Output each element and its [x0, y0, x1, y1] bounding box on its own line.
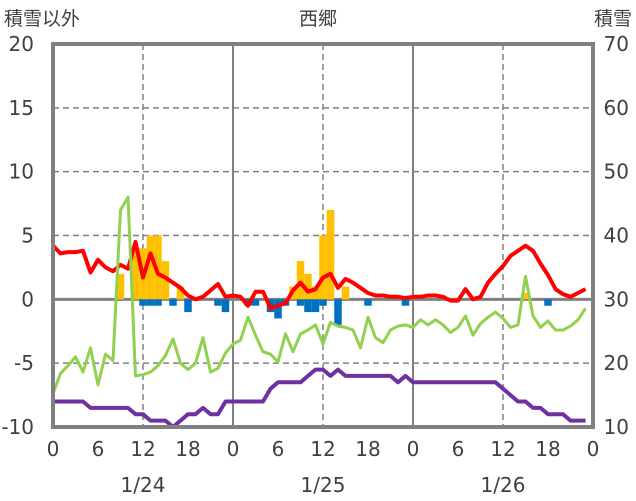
right-tick-label: 40	[604, 224, 629, 248]
blue-bar	[334, 299, 342, 325]
right-tick-label: 70	[604, 32, 629, 56]
purple-line	[53, 367, 586, 429]
left-axis-title: 積雪以外	[4, 8, 80, 30]
blue-bar	[139, 299, 147, 306]
right-tick-label: 50	[604, 160, 629, 184]
x-axis-ticks: 0 6 12 18 0 6 12 18 0 6 12 18 0	[47, 437, 600, 461]
orange-bar	[116, 273, 125, 300]
blue-bar	[319, 299, 327, 306]
date-labels: 1/24 1/25 1/26	[121, 473, 526, 497]
orange-bar	[154, 235, 162, 300]
blue-bar	[169, 299, 177, 306]
date-label: 1/25	[301, 473, 346, 497]
lines	[51, 195, 587, 429]
blue-bar	[401, 299, 410, 306]
left-tick-label: 10	[9, 160, 34, 184]
blue-bar	[221, 299, 230, 313]
blue-bar	[154, 299, 162, 306]
right-tick-label: 20	[604, 351, 629, 375]
x-tick-label: 18	[175, 437, 200, 461]
right-axis-ticks: 70 60 50 40 30 20 10	[604, 32, 629, 439]
left-tick-label: 5	[21, 224, 34, 248]
orange-bar	[319, 235, 327, 300]
bars	[116, 209, 552, 325]
orange-bar	[326, 209, 335, 300]
blue-bar	[251, 299, 260, 306]
orange-bar	[146, 235, 155, 300]
orange-bar	[304, 273, 312, 300]
date-label: 1/26	[481, 473, 526, 497]
x-tick-label: 0	[227, 437, 240, 461]
left-tick-label: 15	[9, 96, 34, 120]
x-tick-label: 18	[355, 437, 380, 461]
x-tick-label: 0	[47, 437, 60, 461]
x-tick-label: 12	[310, 437, 335, 461]
x-tick-label: 12	[490, 437, 515, 461]
orange-bar	[521, 292, 530, 300]
x-tick-label: 6	[92, 437, 105, 461]
x-tick-label: 12	[130, 437, 155, 461]
x-tick-label: 6	[272, 437, 285, 461]
right-tick-label: 60	[604, 96, 629, 120]
red-line	[51, 239, 587, 311]
plot-frame	[51, 42, 595, 429]
orange-bar	[341, 286, 350, 300]
right-axis-title: 積雪	[594, 8, 632, 30]
x-tick-label: 0	[587, 437, 600, 461]
left-tick-label: 20	[9, 32, 34, 56]
right-tick-label: 10	[604, 415, 629, 439]
blue-bar	[364, 299, 372, 306]
date-label: 1/24	[121, 473, 166, 497]
left-tick-label: 0	[21, 287, 34, 311]
orange-bar	[161, 261, 170, 300]
left-tick-label: -10	[1, 415, 34, 439]
orange-bar	[296, 261, 305, 300]
blue-bar	[184, 299, 192, 313]
blue-bar	[274, 299, 282, 319]
right-tick-label: 30	[604, 287, 629, 311]
left-tick-label: -5	[14, 351, 34, 375]
green-line	[51, 195, 587, 395]
orange-bar	[311, 286, 320, 300]
blue-bar	[311, 299, 320, 313]
blue-bar	[544, 299, 552, 306]
x-tick-label: 18	[535, 437, 560, 461]
chart-title: 西郷	[299, 8, 337, 30]
blue-bar	[146, 299, 155, 306]
orange-bar	[131, 248, 140, 300]
orange-bar	[176, 286, 185, 300]
blue-bar	[214, 299, 222, 306]
x-tick-label: 0	[407, 437, 420, 461]
blue-bar	[296, 299, 305, 306]
x-tick-label: 6	[452, 437, 465, 461]
left-axis-ticks: 20 15 10 5 0 -5 -10	[1, 32, 34, 439]
blue-bar	[304, 299, 312, 313]
